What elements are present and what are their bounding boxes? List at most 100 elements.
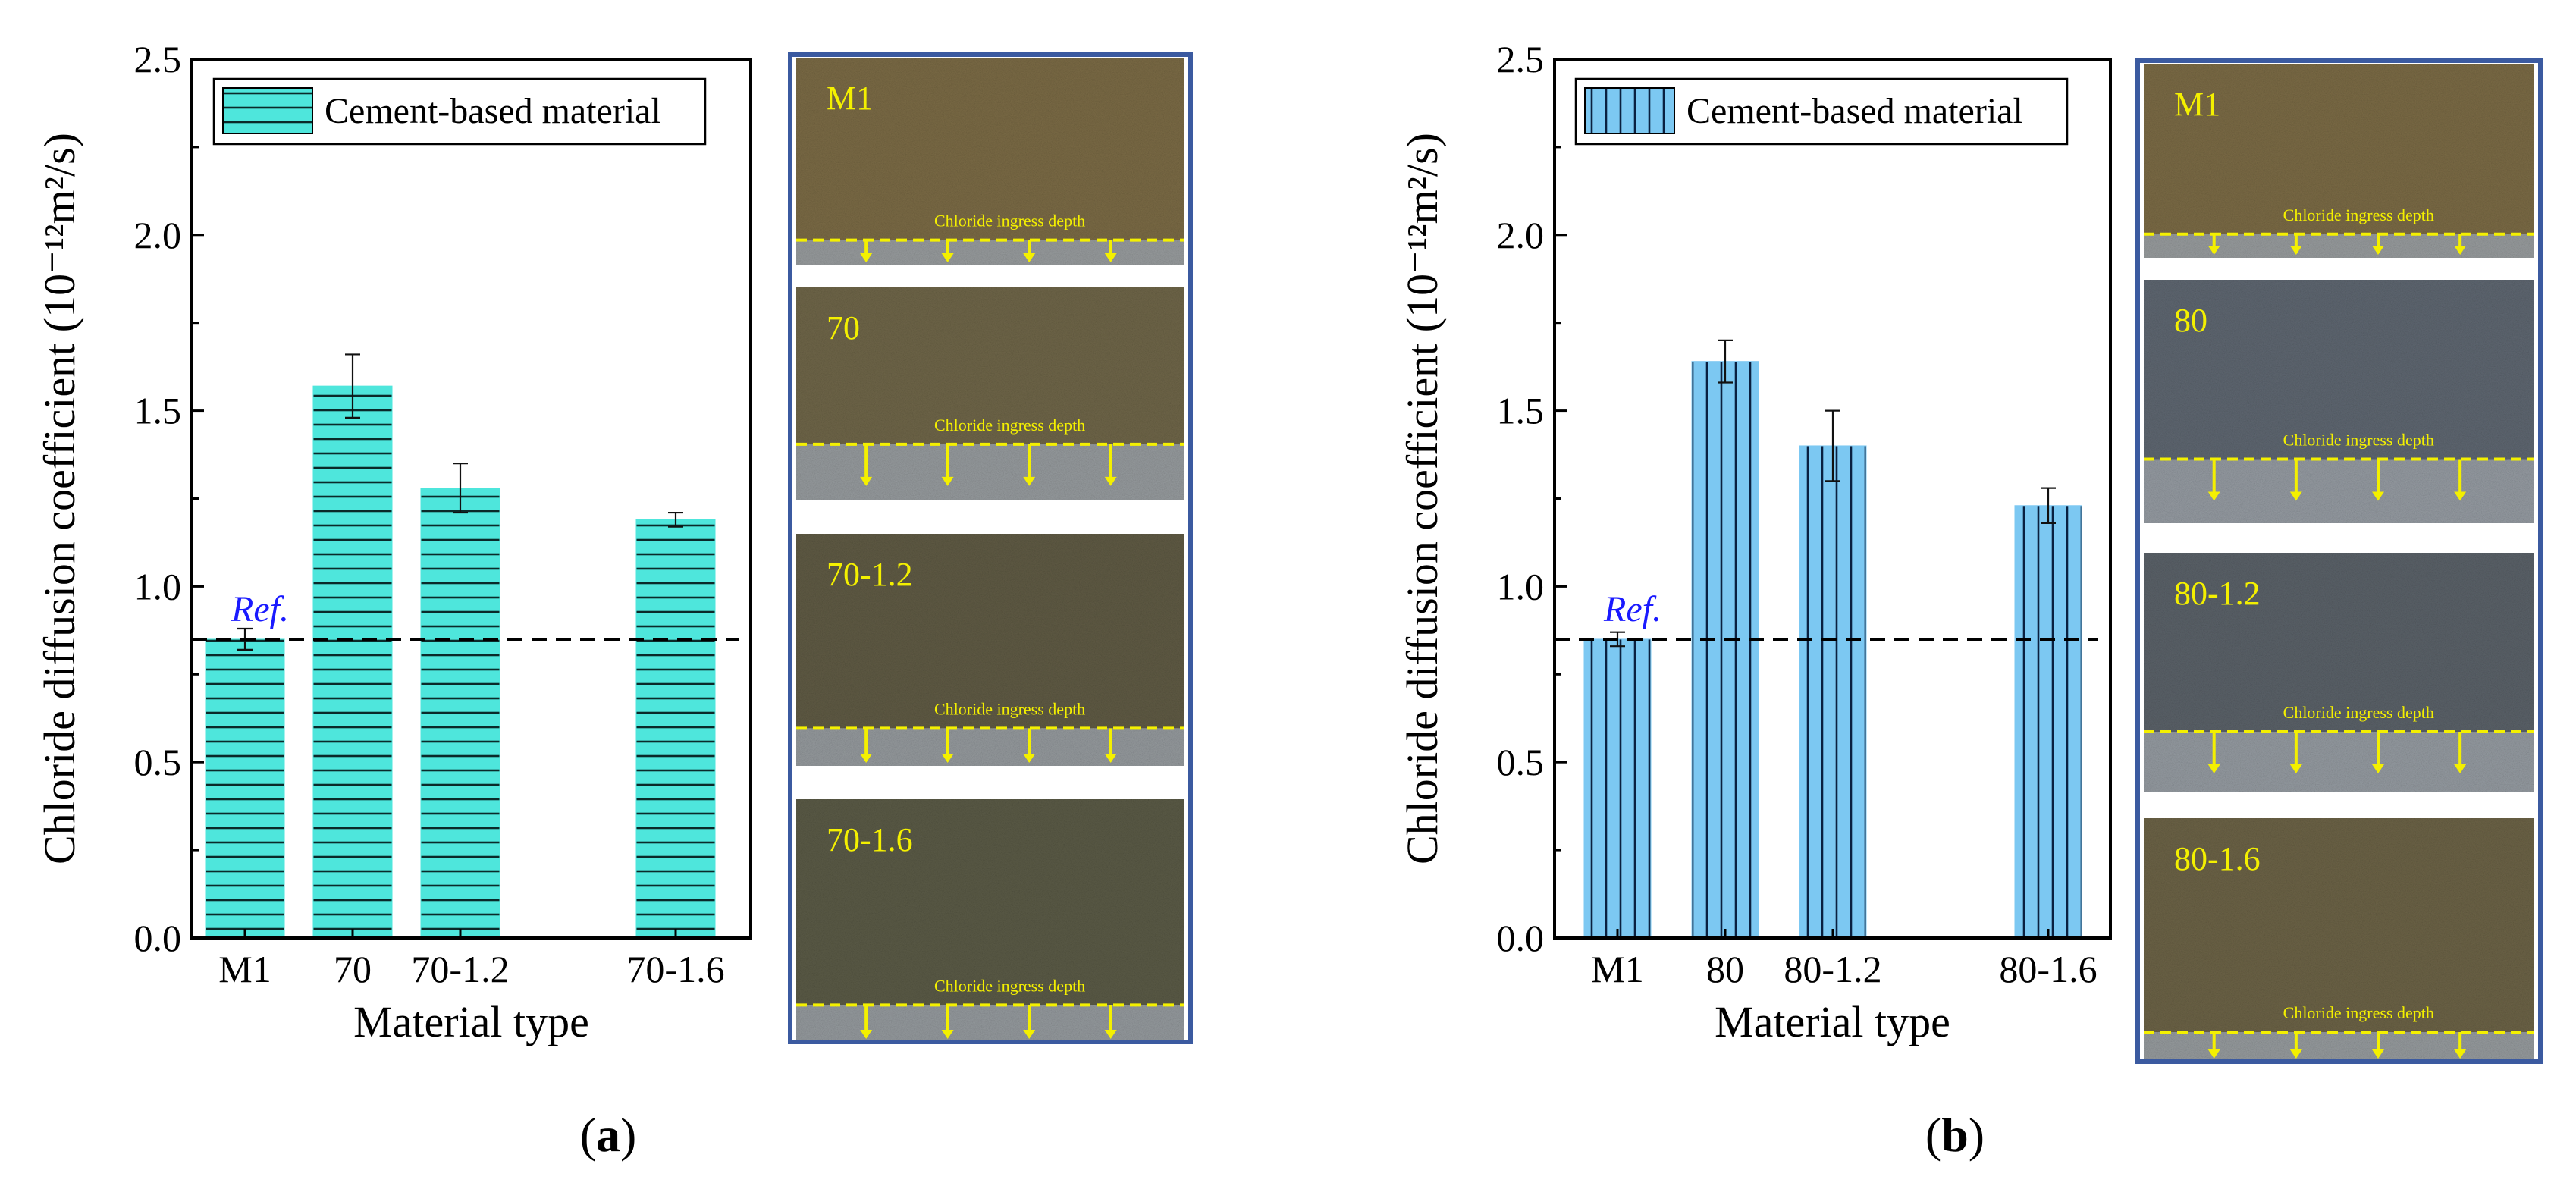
y-axis-title-open: ( bbox=[1398, 318, 1447, 344]
y-tick-label: 0.0 bbox=[134, 917, 182, 959]
ingress-arrow-head bbox=[2289, 246, 2302, 255]
ingress-arrow-head bbox=[1023, 754, 1036, 763]
ingress-arrow-head bbox=[1104, 253, 1117, 262]
x-tick-label: M1 bbox=[218, 948, 271, 990]
y-tick-label: 1.0 bbox=[134, 565, 182, 607]
x-axis-title: Material type bbox=[353, 997, 589, 1046]
panel-label-close: ) bbox=[1969, 1108, 1985, 1162]
specimen-label: 70-1.2 bbox=[827, 556, 913, 593]
bar-70-1.6 bbox=[635, 519, 716, 939]
ingress-arrow-head bbox=[2454, 1049, 2467, 1059]
y-axis-title-text: Chloride diffusion coefficient bbox=[35, 344, 84, 864]
ingress-depth-label: Chloride ingress depth bbox=[934, 976, 1085, 995]
ingress-arrow-head bbox=[1023, 476, 1036, 486]
bar-M1 bbox=[205, 638, 285, 939]
ingress-arrow-head bbox=[1104, 1030, 1117, 1039]
x-tick-label: M1 bbox=[1591, 948, 1643, 990]
ingress-zone bbox=[2144, 732, 2534, 792]
y-tick-label: 1.5 bbox=[1497, 390, 1545, 432]
specimen-label: 70 bbox=[827, 309, 860, 347]
specimen-label: 80-1.2 bbox=[2174, 575, 2261, 612]
ingress-arrow-head bbox=[2289, 491, 2302, 501]
bar-70 bbox=[312, 385, 393, 939]
ingress-depth-label: Chloride ingress depth bbox=[934, 699, 1085, 718]
x-tick-label: 70-1.6 bbox=[626, 948, 724, 990]
ingress-zone bbox=[2144, 1032, 2534, 1062]
y-axis-title: Chloride diffusion coefficient (10⁻¹²m²/… bbox=[1398, 133, 1447, 864]
specimen-photo bbox=[2144, 818, 2534, 1062]
panel-label-open: ( bbox=[1925, 1108, 1941, 1162]
x-tick-label: 80-1.6 bbox=[1999, 948, 2097, 990]
x-tick-label: 70-1.2 bbox=[411, 948, 509, 990]
y-tick-label: 0.0 bbox=[1497, 917, 1545, 959]
specimen-70-1.2: Chloride ingress depth 70-1.2 bbox=[796, 534, 1184, 766]
ingress-arrow-head bbox=[2207, 764, 2220, 773]
ingress-arrow-head bbox=[860, 253, 873, 262]
ingress-arrow-head bbox=[1023, 1030, 1036, 1039]
ingress-zone bbox=[2144, 459, 2534, 523]
y-axis-title: Chloride diffusion coefficient (10⁻¹²m²/… bbox=[35, 133, 84, 864]
photo-strip: Chloride ingress depth M1 Chloride ingress… bbox=[788, 52, 1193, 1044]
specimen-label: 80 bbox=[2174, 302, 2207, 339]
panel-label-close: ) bbox=[620, 1108, 636, 1162]
bar-70-1.2 bbox=[420, 488, 500, 939]
ingress-arrow-head bbox=[2372, 491, 2384, 501]
specimen-label: M1 bbox=[2174, 86, 2220, 123]
ingress-arrow-head bbox=[2372, 1049, 2384, 1059]
y-axis-title-open: ( bbox=[35, 318, 84, 344]
ingress-zone bbox=[796, 444, 1184, 500]
ingress-arrow-head bbox=[860, 476, 873, 486]
specimen-label: 80-1.6 bbox=[2174, 840, 2261, 877]
y-tick-label: 1.5 bbox=[134, 390, 182, 432]
reference-label: Ref. bbox=[1603, 589, 1661, 629]
specimen-M1: Chloride ingress depth M1 bbox=[2144, 64, 2534, 258]
ingress-depth-label: Chloride ingress depth bbox=[2283, 431, 2434, 450]
ingress-arrow-head bbox=[1104, 476, 1117, 486]
ingress-arrow-head bbox=[2289, 764, 2302, 773]
x-tick-label: 80 bbox=[1706, 948, 1744, 990]
ingress-arrow-head bbox=[941, 253, 954, 262]
ingress-arrow-head bbox=[2207, 246, 2220, 255]
chart-panel-b: M1 80 80-1.2 80-1.6 Ref. 0.0 0.5 1.0 1.5 2.0 2.5 Ma… bbox=[1398, 38, 2543, 1162]
panel-label: (b) bbox=[1925, 1108, 1985, 1162]
y-tick-label: 2.0 bbox=[134, 214, 182, 256]
y-axis-title-unit: 10⁻¹²m²/s bbox=[1398, 147, 1447, 318]
bar-80-1.6 bbox=[2014, 505, 2082, 939]
ingress-arrow-head bbox=[1104, 754, 1117, 763]
specimen-80: Chloride ingress depth 80 bbox=[2144, 280, 2534, 523]
panel-label: (a) bbox=[580, 1108, 637, 1162]
specimen-80-1.2: Chloride ingress depth 80-1.2 bbox=[2144, 553, 2534, 792]
ingress-arrow-head bbox=[2454, 491, 2467, 501]
x-axis-title: Material type bbox=[1715, 997, 1950, 1046]
panel-label-open: ( bbox=[580, 1108, 596, 1162]
ingress-arrow-head bbox=[941, 1030, 954, 1039]
legend-label: Cement-based material bbox=[1686, 91, 2023, 131]
legend-swatch bbox=[222, 87, 313, 134]
x-tick-label: 80-1.2 bbox=[1784, 948, 1881, 990]
ingress-zone bbox=[2144, 234, 2534, 258]
photo-strip-frame bbox=[788, 52, 1193, 1044]
y-tick-label: 2.5 bbox=[1497, 38, 1545, 80]
ingress-zone bbox=[796, 1005, 1184, 1042]
ingress-depth-label: Chloride ingress depth bbox=[2283, 703, 2434, 722]
ingress-depth-label: Chloride ingress depth bbox=[934, 416, 1085, 435]
ingress-arrow-head bbox=[1023, 253, 1036, 262]
y-tick-label: 0.5 bbox=[134, 741, 182, 783]
legend: Cement-based material bbox=[1574, 77, 2069, 146]
y-tick-label: 2.5 bbox=[134, 38, 182, 80]
specimen-label: 70-1.6 bbox=[827, 821, 913, 858]
specimen-photo bbox=[796, 799, 1184, 1042]
legend-swatch bbox=[1584, 87, 1675, 134]
reference-label: Ref. bbox=[231, 589, 289, 629]
specimen-label: M1 bbox=[827, 80, 873, 117]
panel-label-letter: a bbox=[596, 1108, 620, 1162]
bar-80 bbox=[1691, 361, 1759, 939]
ingress-depth-label: Chloride ingress depth bbox=[2283, 205, 2434, 224]
y-axis-title-text: Chloride diffusion coefficient bbox=[1398, 344, 1447, 864]
ingress-arrow-head bbox=[2454, 246, 2467, 255]
panel-label-letter: b bbox=[1941, 1108, 1969, 1162]
chart-panel-a: M1 70 70-1.2 70-1.6 Ref. 0.0 0.5 1.0 1.5 2.0 2.5 Ma… bbox=[35, 38, 1193, 1162]
ingress-arrow-head bbox=[2289, 1049, 2302, 1059]
